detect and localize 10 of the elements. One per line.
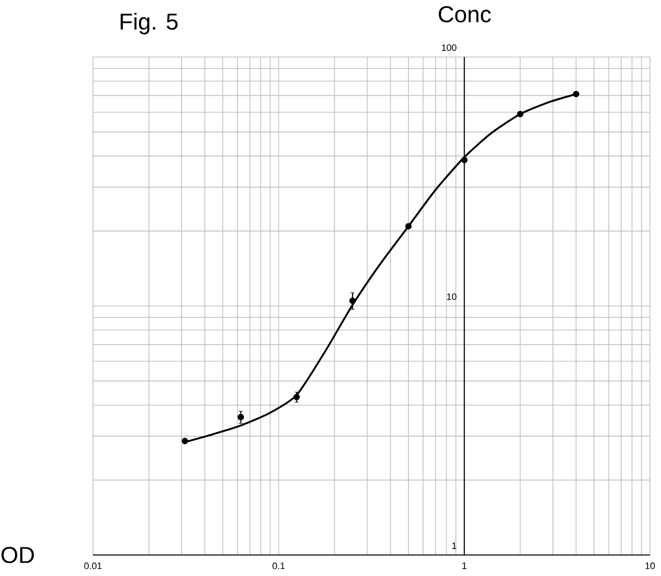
y-tick-label: 1: [452, 542, 456, 549]
y-axis-title: Conc: [438, 6, 491, 22]
x-tick-label: 1: [462, 562, 466, 569]
y-tick-label: 10: [447, 293, 456, 300]
x-axis-title: OD: [1, 546, 34, 564]
x-tick-label: 0.1: [272, 562, 285, 570]
x-tick-label: 10: [646, 562, 655, 570]
y-tick-label: 100: [442, 44, 456, 51]
x-tick-label: 0.01: [84, 562, 102, 570]
chart-title: Fig. 5: [120, 12, 178, 34]
